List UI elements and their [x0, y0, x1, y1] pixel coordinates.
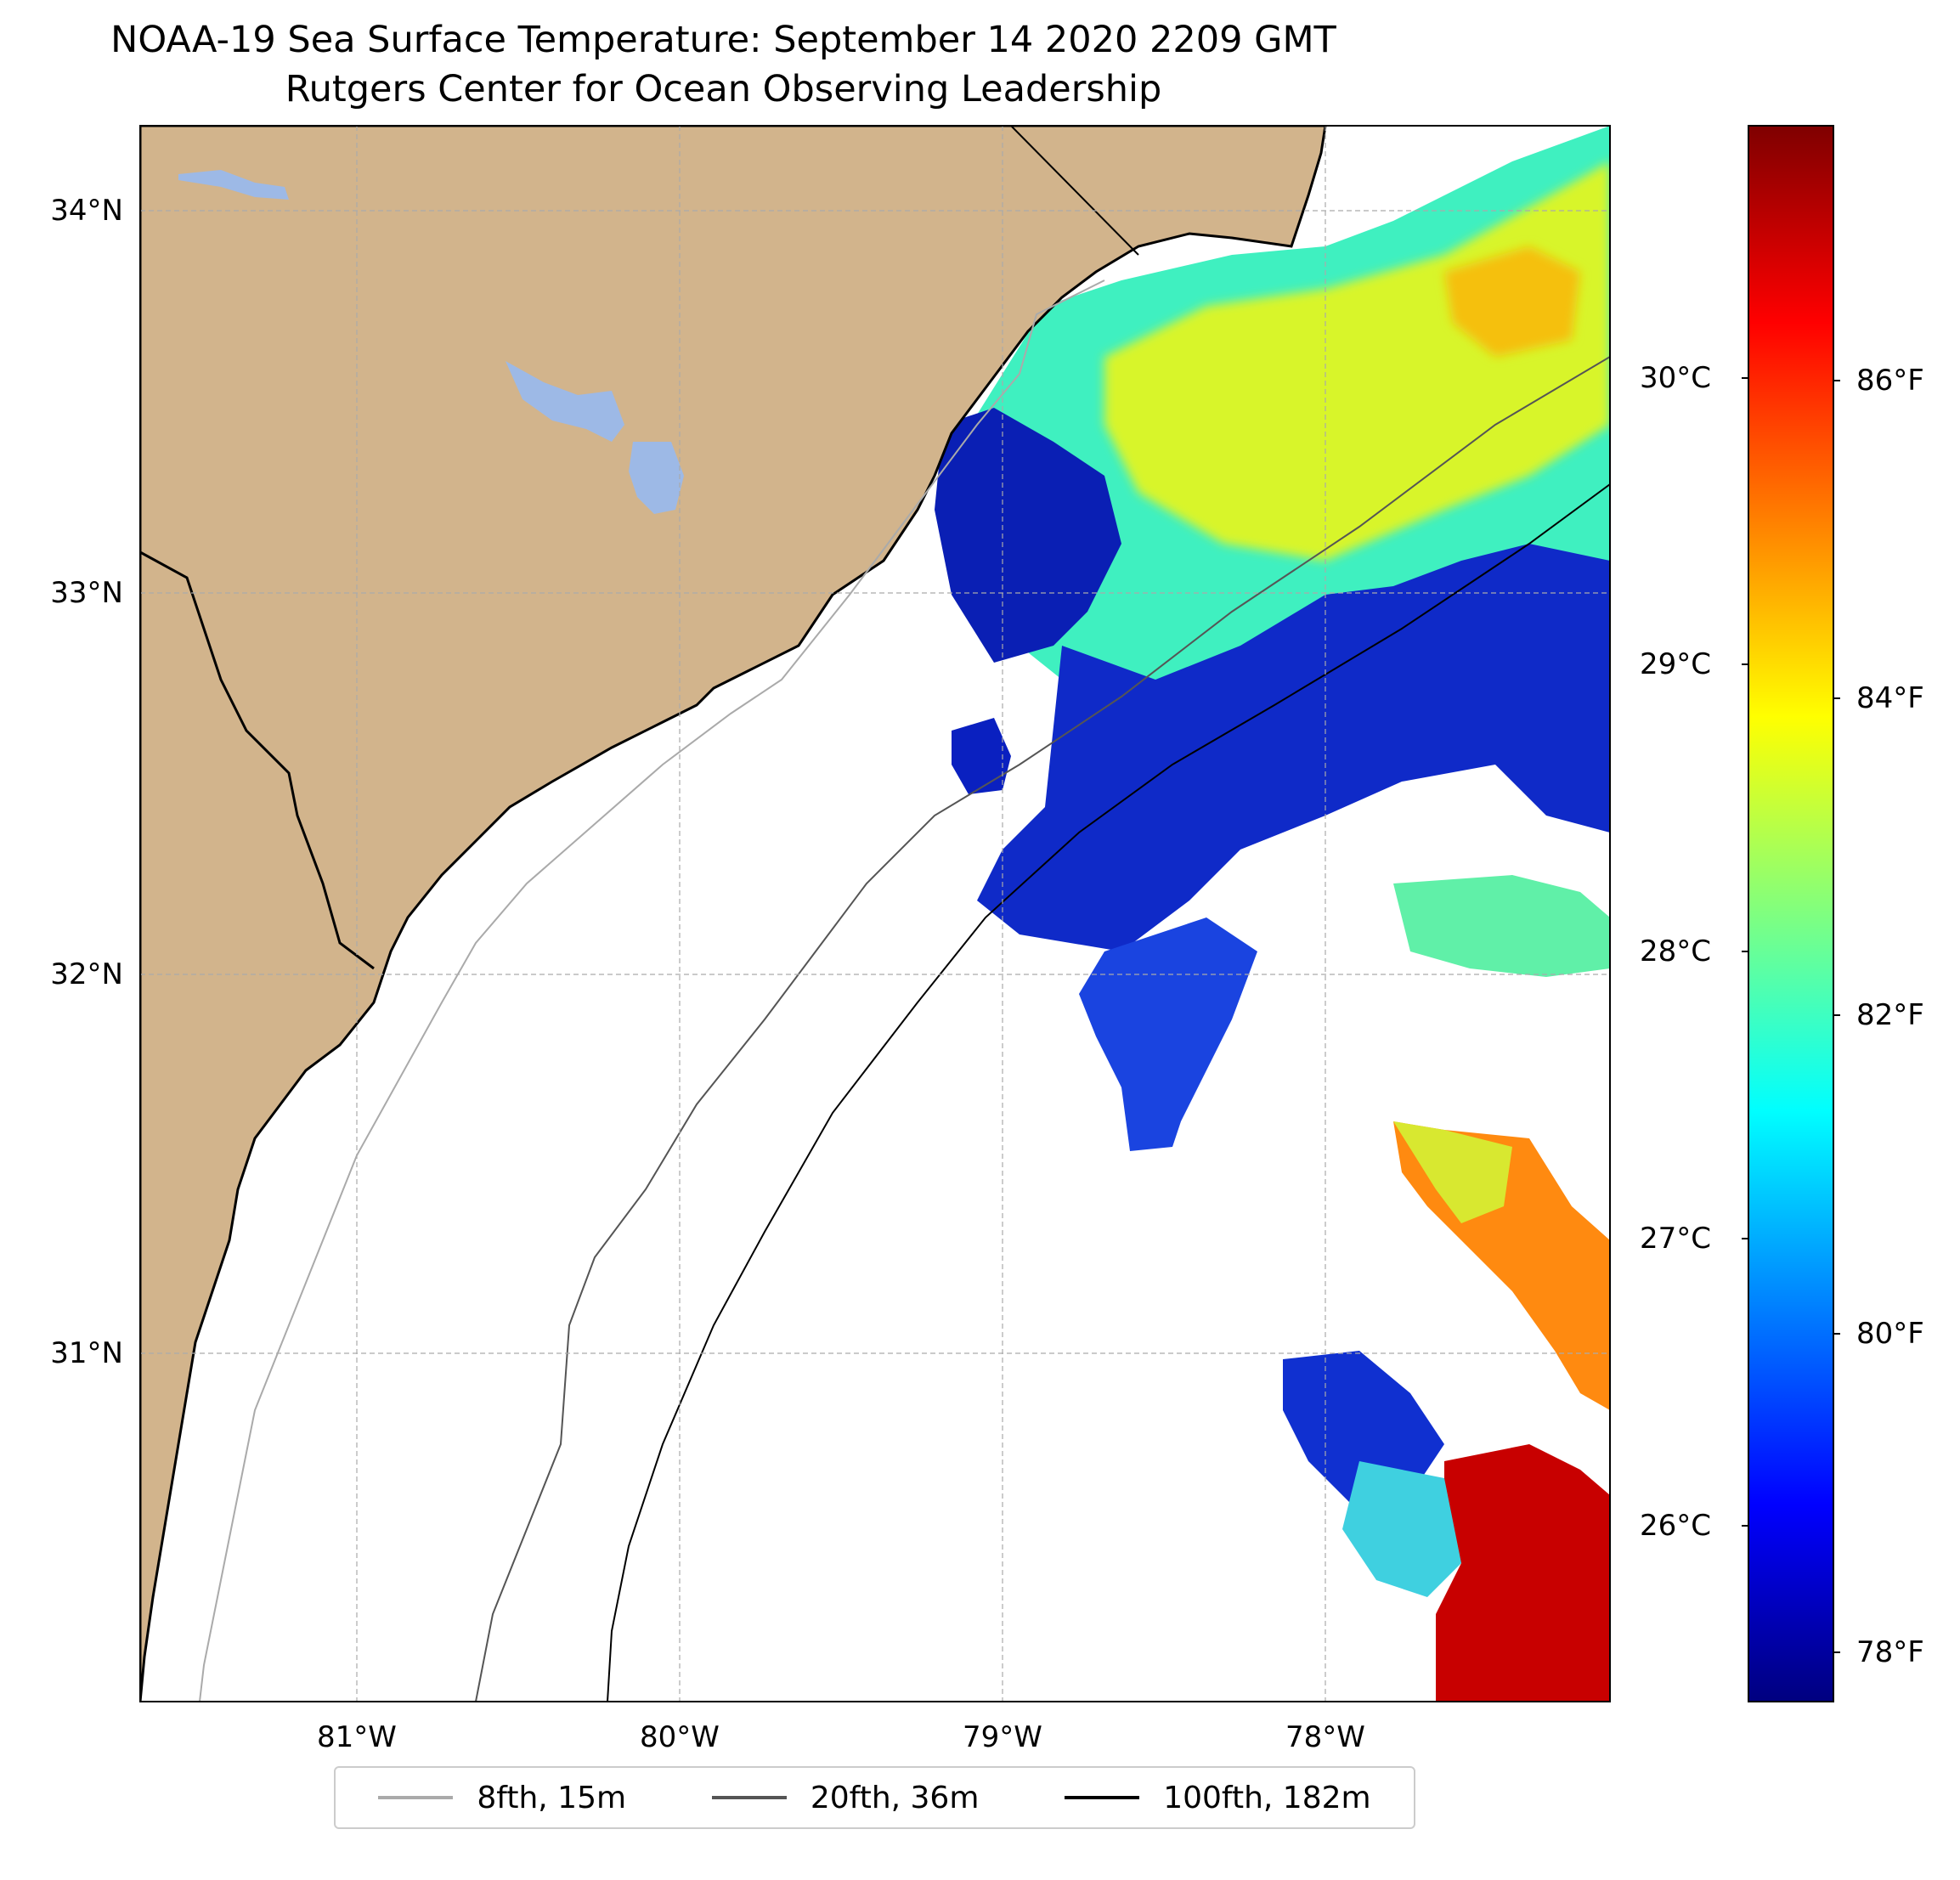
lon-tick-label: 79°W [963, 1720, 1042, 1754]
colorbar-celsius-label: 28°C [1640, 934, 1712, 968]
lon-tick-label: 78°W [1285, 1720, 1365, 1754]
colorbar-celsius-label: 27°C [1640, 1222, 1712, 1256]
sst-patch-cold-center [977, 544, 1610, 951]
lat-tick-label: 32°N [50, 957, 123, 991]
map-area [140, 126, 1610, 1702]
colorbar-celsius-label: 26°C [1640, 1509, 1712, 1543]
colorbar-fahrenheit-label: 84°F [1856, 681, 1924, 715]
contour-182m [607, 483, 1610, 1702]
contour-legend: 8fth, 15m 20fth, 36m 100fth, 182m [334, 1766, 1415, 1829]
legend-entry-8fth: 8fth, 15m [378, 1781, 626, 1815]
lake-marion [506, 361, 624, 442]
sst-patch-cold-west [935, 408, 1121, 663]
sst-patch-south-mid [1342, 1461, 1461, 1597]
legend-entry-100fth: 100fth, 182m [1065, 1780, 1371, 1815]
sst-patch-south-hot [1436, 1444, 1610, 1702]
lake-moultrie [629, 442, 684, 514]
colorbar-ticks [1742, 377, 1840, 1653]
colorbar-celsius-label: 30°C [1640, 361, 1712, 395]
colorbar-fahrenheit-label: 86°F [1856, 364, 1924, 398]
colorbar-fahrenheit-label: 82°F [1856, 998, 1924, 1032]
sst-patch-east-band [1393, 875, 1610, 977]
sst-data-layer [935, 126, 1610, 1702]
lat-tick-label: 33°N [50, 576, 123, 610]
legend-swatch-100fth [1065, 1796, 1140, 1799]
lake-wateree [178, 170, 289, 200]
lat-tick-label: 31°N [50, 1336, 123, 1370]
legend-entry-20fth: 20fth, 36m [711, 1780, 980, 1815]
inland-border [140, 550, 375, 970]
lon-tick-label: 81°W [317, 1720, 397, 1754]
colorbar-fahrenheit-label: 78°F [1856, 1635, 1924, 1669]
gridlines [140, 126, 1610, 1702]
legend-swatch-8fth [378, 1796, 454, 1799]
legend-label: 20fth, 36m [810, 1780, 980, 1815]
chart-subtitle: Rutgers Center for Ocean Observing Leade… [285, 68, 1162, 110]
legend-label: 100fth, 182m [1163, 1780, 1371, 1815]
state-border [1010, 126, 1139, 256]
sst-patch-orange [1444, 246, 1580, 357]
lat-tick-label: 34°N [50, 194, 123, 228]
map-frame [139, 125, 1611, 1702]
colorbar-gradient [1748, 125, 1834, 1702]
contour-36m [475, 356, 1610, 1702]
colorbar-celsius-label: 29°C [1640, 647, 1712, 681]
legend-swatch-20fth [711, 1796, 787, 1799]
sst-patch-small-isolated [952, 718, 1011, 794]
colorbar-fahrenheit-label: 80°F [1856, 1317, 1924, 1351]
sst-patch-south-lobe [1079, 917, 1257, 1151]
land-mainland [140, 126, 1327, 1702]
sst-patch-southeast-yellow [1393, 1121, 1512, 1223]
contour-15m [199, 279, 1105, 1702]
lon-tick-label: 80°W [640, 1720, 720, 1754]
legend-label: 8fth, 15m [477, 1780, 627, 1815]
chart-title: NOAA-19 Sea Surface Temperature: Septemb… [110, 19, 1336, 61]
